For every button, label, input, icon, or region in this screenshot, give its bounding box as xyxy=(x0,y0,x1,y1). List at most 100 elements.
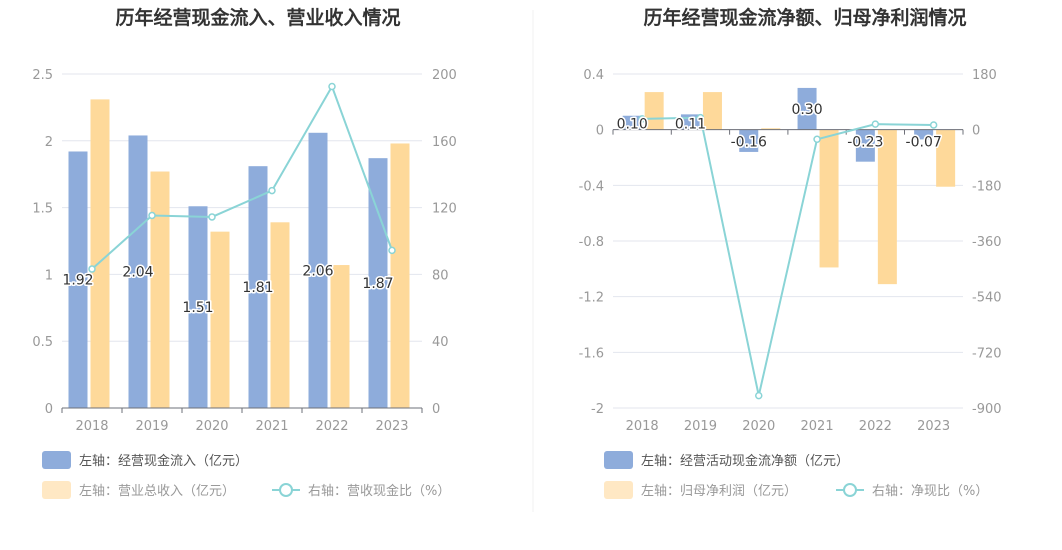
bar-orange xyxy=(761,128,781,130)
right-axis-tick-label: 200 xyxy=(432,68,457,83)
x-axis-tick-label: 2022 xyxy=(859,419,892,434)
line-point xyxy=(88,265,96,273)
left-axis-tick-label: 2.5 xyxy=(32,68,53,83)
bar-data-label: 1.51 xyxy=(182,300,213,316)
line-series xyxy=(642,116,934,396)
bar-data-label: 2.04 xyxy=(122,265,153,281)
left-axis-tick-label: -0.4 xyxy=(579,179,604,194)
x-axis-tick-label: 2018 xyxy=(75,419,108,434)
bar-data-label: 0.11 xyxy=(675,117,706,133)
line-point xyxy=(638,115,646,123)
line-point xyxy=(388,246,396,255)
line-point xyxy=(929,121,938,129)
right-axis-tick-label: -720 xyxy=(972,346,1002,361)
bar-data-label: 1.81 xyxy=(242,280,273,296)
bar-blue xyxy=(68,151,88,408)
x-axis-tick-label: 2023 xyxy=(375,419,408,434)
bar-blue xyxy=(622,115,642,130)
bar-blue xyxy=(914,129,934,140)
right-axis-tick-label: -540 xyxy=(972,291,1002,306)
bar-blue xyxy=(855,129,875,162)
left-axis-tick-label: 2 xyxy=(45,135,53,150)
x-axis-tick-label: 2022 xyxy=(315,419,348,434)
legend-swatch-line-marker xyxy=(843,483,857,497)
line-point xyxy=(208,213,216,221)
right-axis-tick-label: 160 xyxy=(432,135,457,150)
left-axis-tick-label: 1 xyxy=(45,268,53,283)
bar-orange xyxy=(819,129,839,268)
bar-blue xyxy=(188,206,208,408)
left-axis-tick-label: 0 xyxy=(45,402,53,417)
bar-orange xyxy=(330,265,350,408)
bar-orange xyxy=(270,222,290,408)
left-axis-tick-label: 0 xyxy=(596,124,604,139)
bar-orange xyxy=(644,92,664,130)
legend-label-blue: 左轴：经营活动现金流净额（亿元） xyxy=(641,453,849,469)
bar-data-label: -0.23 xyxy=(847,135,883,151)
legend-label-line: 右轴：营收现金比（%） xyxy=(308,483,450,499)
right-axis-tick-label: 180 xyxy=(972,68,997,83)
bar-blue xyxy=(308,132,328,408)
right-axis-tick-label: 80 xyxy=(432,268,449,283)
x-axis-tick-label: 2019 xyxy=(135,419,168,434)
left-axis-tick-label: -1.6 xyxy=(579,346,604,361)
bar-data-label: 0.30 xyxy=(791,102,822,118)
legend-swatch-blue xyxy=(604,451,633,469)
bar-data-label: 1.92 xyxy=(62,273,93,289)
bar-data-label: 2.06 xyxy=(302,263,333,279)
legend-label-line: 右轴：净现比（%） xyxy=(872,484,988,499)
legend-swatch-blue xyxy=(42,451,71,469)
left-axis-tick-label: -2 xyxy=(591,402,604,417)
x-axis-tick-label: 2020 xyxy=(195,419,228,434)
legend-swatch-orange xyxy=(604,481,633,499)
bar-orange xyxy=(150,171,170,408)
right-axis-tick-label: -180 xyxy=(972,179,1002,194)
line-point xyxy=(813,135,821,144)
x-axis-tick-label: 2021 xyxy=(801,419,834,434)
x-axis-tick-label: 2018 xyxy=(626,419,659,434)
bar-orange xyxy=(702,92,722,130)
line-point xyxy=(268,186,276,195)
bar-data-label: -0.07 xyxy=(906,135,942,151)
bar-orange xyxy=(390,143,410,409)
line-point xyxy=(328,82,336,91)
right-axis-tick-label: 0 xyxy=(972,124,980,139)
bar-orange xyxy=(90,99,110,408)
line-point xyxy=(755,391,763,400)
bar-orange xyxy=(936,129,956,187)
legend-swatch-line-marker xyxy=(279,483,293,497)
right-axis-tick-label: -900 xyxy=(972,402,1002,417)
left-axis-tick-label: -1.2 xyxy=(579,291,604,306)
right-axis-tick-label: -360 xyxy=(972,235,1002,250)
right-axis-tick-label: 120 xyxy=(432,202,457,217)
bar-data-label: -0.16 xyxy=(731,135,767,151)
bar-blue xyxy=(248,166,268,408)
left-axis-tick-label: -0.8 xyxy=(579,235,604,250)
line-point xyxy=(696,113,705,122)
left-axis-tick-label: 1.5 xyxy=(32,202,53,217)
left-axis-tick-label: 0.5 xyxy=(32,335,53,350)
left-axis-tick-label: 0.4 xyxy=(583,68,604,83)
bar-data-label: 1.87 xyxy=(362,276,393,292)
right-axis-tick-label: 40 xyxy=(432,335,449,350)
bar-blue xyxy=(128,135,148,408)
bar-blue xyxy=(368,158,388,408)
x-axis-tick-label: 2019 xyxy=(684,419,717,434)
legend-label-orange: 左轴：营业总收入（亿元） xyxy=(79,484,235,499)
legend-label-blue: 左轴：经营现金流入（亿元） xyxy=(79,453,248,469)
line-point xyxy=(871,120,880,128)
x-axis-tick-label: 2023 xyxy=(917,419,950,434)
bar-orange xyxy=(210,231,230,408)
x-axis-tick-label: 2021 xyxy=(255,419,288,434)
chart-cash-inflow-revenue: 历年经营现金流入、营业收入情况 0 0.5 1 1.5 2 2.5 0 40 80 120 160 20… xyxy=(32,6,457,499)
bar-blue xyxy=(797,87,817,130)
chart-title: 历年经营现金流净额、归母净利润情况 xyxy=(643,6,966,29)
chart-title: 历年经营现金流入、营业收入情况 xyxy=(115,6,400,29)
chart-net-cashflow-net-profit: 历年经营现金流净额、归母净利润情况 -2 -1.6 -1.2 -0.8 -0.4 0 0.4 -… xyxy=(579,6,1002,499)
bar-blue xyxy=(739,129,759,152)
line-series xyxy=(91,84,393,270)
bar-orange xyxy=(877,129,897,285)
legend-swatch-orange xyxy=(42,481,71,499)
